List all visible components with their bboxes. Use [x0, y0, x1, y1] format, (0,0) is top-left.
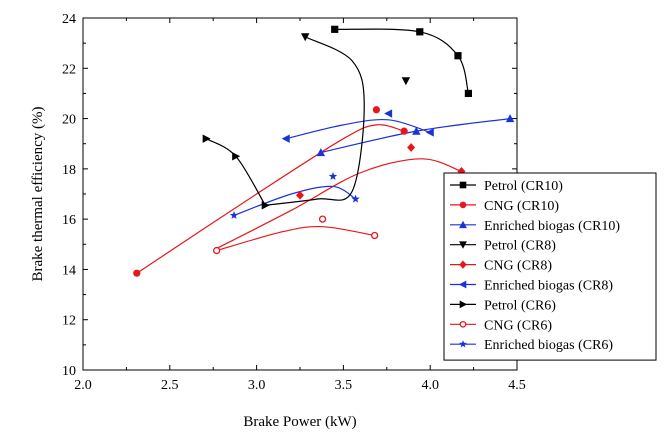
- data-point: [459, 340, 467, 348]
- data-point: [202, 134, 211, 143]
- data-point: [505, 114, 515, 123]
- x-axis-label: Brake Power (kW): [243, 414, 356, 430]
- legend-label: Enriched biogas (CR8): [484, 279, 613, 294]
- x-tick-label: 3.0: [248, 378, 266, 393]
- y-tick-label: 16: [62, 213, 76, 228]
- data-point: [458, 280, 467, 289]
- tick-labels: 2.0 2.5 3.0 3.5 4.0 4.5 10 12 14 16 18 20 22 24: [62, 12, 526, 393]
- legend-label: CNG (CR6): [484, 318, 552, 333]
- y-tick-label: 10: [62, 364, 76, 379]
- data-point: [459, 260, 467, 269]
- x-tick-label: 4.5: [508, 378, 526, 393]
- legend-label: Enriched biogas (CR10): [484, 219, 620, 234]
- data-point: [316, 148, 326, 157]
- data-point: [232, 152, 241, 161]
- data-point: [318, 215, 327, 223]
- data-point: [229, 210, 239, 219]
- legend-label: Petrol (CR6): [484, 298, 556, 313]
- y-axis-label: Brake thermal efficiency (%): [30, 106, 46, 281]
- data-point: [464, 89, 472, 98]
- data-point: [425, 128, 434, 137]
- data-point: [459, 201, 467, 209]
- legend-label: Enriched biogas (CR6): [484, 338, 613, 353]
- data-point: [407, 143, 416, 152]
- data-point: [370, 231, 379, 240]
- data-point: [459, 300, 468, 309]
- legend-label: CNG (CR8): [484, 259, 552, 274]
- data-point: [412, 126, 421, 135]
- series-line: [205, 138, 266, 206]
- legend-box: [443, 172, 657, 361]
- legend-label: Petrol (CR10): [484, 179, 563, 194]
- data-point: [459, 181, 467, 189]
- series-line: [334, 28, 469, 94]
- series-line: [214, 158, 462, 250]
- y-tick-label: 20: [62, 113, 76, 128]
- data-point: [133, 269, 141, 277]
- data-point: [301, 33, 310, 42]
- data-point: [328, 172, 338, 180]
- data-point: [384, 109, 393, 118]
- series-line: [265, 36, 365, 206]
- fit-curves: [136, 28, 511, 274]
- data-point: [281, 134, 290, 143]
- y-tick-label: 18: [62, 163, 76, 178]
- data-point: [416, 28, 424, 36]
- data-point: [459, 241, 467, 249]
- data-point: [454, 52, 462, 60]
- x-tick-label: 2.0: [74, 378, 92, 393]
- y-tick-label: 22: [62, 62, 76, 77]
- legend: Petrol (CR10) CNG (CR10) Enriched biogas (…: [443, 172, 657, 361]
- data-point: [400, 127, 408, 135]
- series-line: [233, 185, 356, 216]
- series-line: [285, 118, 431, 140]
- y-tick-label: 14: [62, 263, 76, 278]
- legend-label: CNG (CR10): [484, 199, 559, 214]
- x-tick-label: 3.5: [335, 378, 353, 393]
- data-point: [372, 106, 380, 114]
- data-point: [351, 194, 360, 203]
- y-tick-label: 24: [62, 12, 76, 27]
- data-point: [459, 320, 467, 328]
- data-point: [401, 77, 411, 86]
- data-markers: [133, 25, 515, 277]
- series-line: [136, 124, 405, 274]
- data-point: [459, 220, 467, 229]
- x-tick-label: 4.0: [421, 378, 439, 393]
- legend-label: Petrol (CR8): [484, 239, 556, 254]
- series-line: [216, 225, 375, 252]
- data-point: [331, 25, 339, 33]
- data-point: [261, 201, 270, 210]
- data-point: [296, 190, 304, 200]
- data-point: [213, 246, 221, 255]
- y-tick-label: 12: [62, 314, 76, 329]
- x-tick-label: 2.5: [161, 378, 179, 393]
